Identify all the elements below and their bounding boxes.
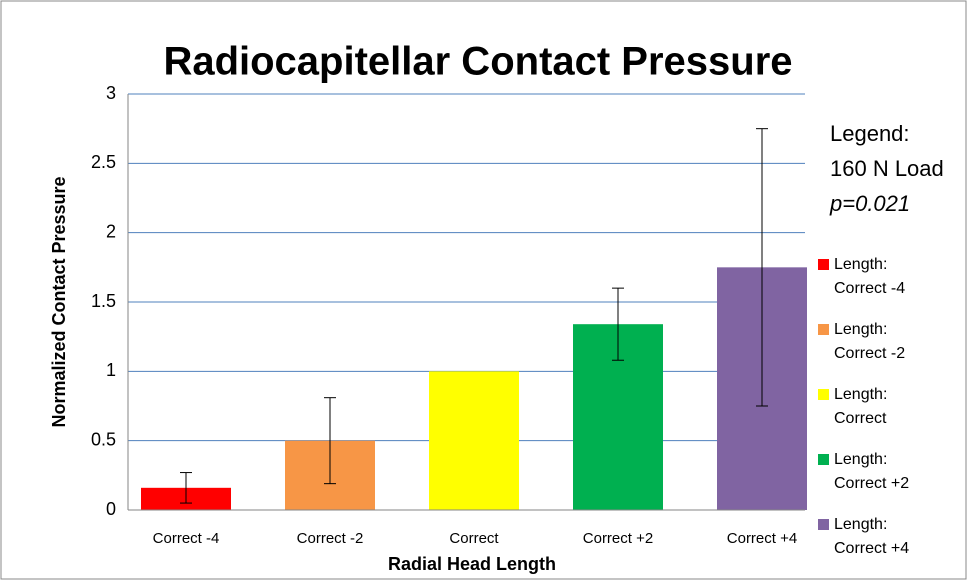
- y-tick-label: 2.5: [91, 152, 116, 172]
- y-tick-label: 2: [106, 221, 116, 241]
- legend-label: Correct -2: [834, 345, 905, 362]
- legend-label: Length:: [834, 321, 887, 338]
- error-bar: [180, 472, 192, 504]
- y-tick-label: 1: [106, 360, 116, 380]
- x-tick-label: Correct +2: [583, 530, 653, 547]
- legend-load: 160 N Load: [830, 156, 944, 181]
- legend-p: p=0.021: [829, 191, 910, 216]
- error-bar: [612, 287, 624, 361]
- y-tick-label: 0: [106, 499, 116, 519]
- bar: [429, 371, 519, 510]
- legend-label: Correct -4: [834, 280, 905, 297]
- legend-heading: Legend:: [830, 121, 910, 146]
- x-tick-label: Correct -2: [297, 530, 364, 547]
- y-tick-label: 3: [106, 83, 116, 103]
- x-tick-label: Correct +4: [727, 530, 797, 547]
- legend-label: Length:: [834, 256, 887, 273]
- y-tick-label: 0.5: [91, 429, 116, 449]
- legend-label: Correct +2: [834, 475, 909, 492]
- error-bar: [324, 397, 336, 485]
- legend-label: Length:: [834, 451, 887, 468]
- y-axis-label: Normalized Contact Pressure: [49, 176, 69, 427]
- x-tick-label: Correct -4: [153, 530, 220, 547]
- legend-label: Length:: [834, 386, 887, 403]
- legend-label: Correct: [834, 410, 887, 427]
- legend-swatch: [818, 259, 829, 270]
- chart-title: Radiocapitellar Contact Pressure: [163, 40, 792, 84]
- x-axis-label: Radial Head Length: [388, 554, 556, 574]
- legend-swatch: [818, 324, 829, 335]
- legend-label: Correct +4: [834, 540, 909, 557]
- legend-label: Length:: [834, 516, 887, 533]
- error-bar: [756, 128, 768, 407]
- y-tick-label: 1.5: [91, 291, 116, 311]
- x-tick-label: Correct: [449, 530, 499, 547]
- legend-swatch: [818, 389, 829, 400]
- legend-swatch: [818, 519, 829, 530]
- legend-swatch: [818, 454, 829, 465]
